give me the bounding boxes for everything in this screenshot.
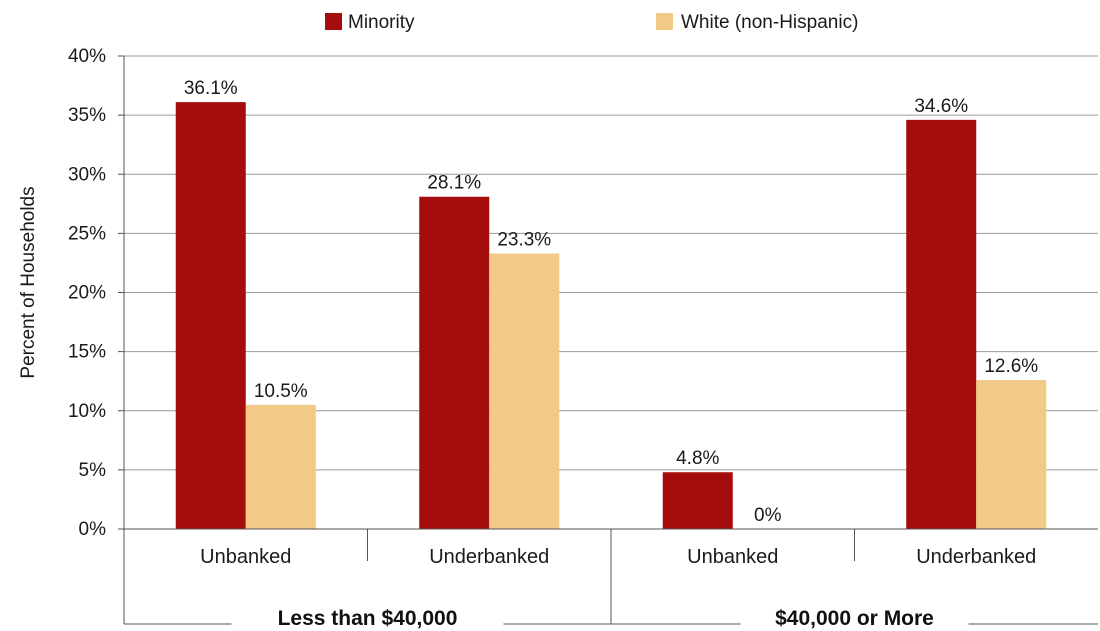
y-axis: 0% 5% 10% 15% 20% 25% 30% 35% 40% <box>68 46 125 540</box>
y-tick-label: 40% <box>68 46 106 67</box>
bar-minority-3 <box>906 119 977 529</box>
bar-white-non-hispanic--3 <box>976 380 1047 529</box>
y-tick-label: 35% <box>68 105 106 126</box>
data-label: 0% <box>754 505 782 526</box>
group-label: $40,000 or More <box>775 607 934 630</box>
y-axis-title: Percent of Households <box>18 186 39 378</box>
bars: 36.1% 10.5% 28.1% 23.3% 4.8% 0% 34.6% 12.6% <box>175 78 1047 530</box>
legend-swatch-minority <box>325 13 342 30</box>
bar-minority-2 <box>662 472 733 529</box>
y-tick-label: 15% <box>68 342 106 363</box>
bar-white-non-hispanic--0 <box>245 404 316 529</box>
y-tick-label: 10% <box>68 401 106 422</box>
data-label: 36.1% <box>184 78 238 99</box>
x-category-label: Unbanked <box>687 546 778 568</box>
legend: Minority White (non-Hispanic) <box>325 12 858 33</box>
x-category-label: Underbanked <box>429 546 549 568</box>
legend-label: White (non-Hispanic) <box>681 12 858 33</box>
x-category-label: Unbanked <box>200 546 291 568</box>
data-label: 34.6% <box>914 96 968 117</box>
group-label: Less than $40,000 <box>278 607 458 630</box>
data-label: 4.8% <box>676 448 719 469</box>
y-tick-label: 30% <box>68 164 106 185</box>
bar-white-non-hispanic--1 <box>489 253 560 530</box>
data-label: 28.1% <box>427 173 481 194</box>
legend-swatch-white-non-hispanic- <box>656 13 673 30</box>
y-tick-label: 20% <box>68 283 106 304</box>
data-label: 10.5% <box>254 381 308 402</box>
x-category-label: Underbanked <box>916 546 1036 568</box>
y-tick-label: 0% <box>79 519 107 540</box>
data-label: 12.6% <box>984 356 1038 377</box>
y-tick-label: 5% <box>79 460 107 481</box>
y-tick-label: 25% <box>68 223 106 244</box>
legend-label: Minority <box>348 12 415 33</box>
bar-minority-1 <box>419 196 490 529</box>
data-label: 23.3% <box>497 229 551 250</box>
x-axis: Unbanked Underbanked Unbanked Underbanked Le… <box>123 528 1098 630</box>
bar-minority-0 <box>175 102 246 530</box>
